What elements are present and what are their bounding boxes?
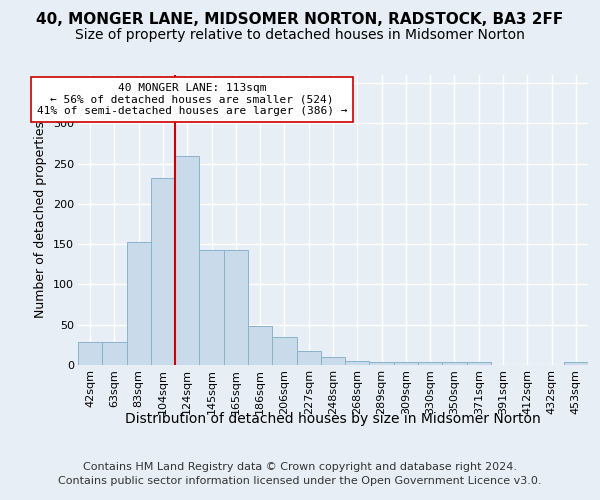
Bar xyxy=(418,362,442,365)
Bar xyxy=(321,357,345,365)
Text: 40, MONGER LANE, MIDSOMER NORTON, RADSTOCK, BA3 2FF: 40, MONGER LANE, MIDSOMER NORTON, RADSTO… xyxy=(37,12,563,28)
Bar xyxy=(248,326,272,365)
Text: Size of property relative to detached houses in Midsomer Norton: Size of property relative to detached ho… xyxy=(75,28,525,42)
Bar xyxy=(467,362,491,365)
Bar xyxy=(370,362,394,365)
Bar xyxy=(151,178,175,365)
Bar xyxy=(224,250,248,365)
Bar xyxy=(78,342,102,365)
Text: Contains public sector information licensed under the Open Government Licence v3: Contains public sector information licen… xyxy=(58,476,542,486)
Text: Contains HM Land Registry data © Crown copyright and database right 2024.: Contains HM Land Registry data © Crown c… xyxy=(83,462,517,472)
Bar xyxy=(127,242,151,365)
Bar xyxy=(199,250,224,365)
Bar xyxy=(272,337,296,365)
Bar xyxy=(564,362,588,365)
Bar xyxy=(394,362,418,365)
Bar xyxy=(102,342,127,365)
Bar xyxy=(442,362,467,365)
Bar xyxy=(345,361,370,365)
Y-axis label: Number of detached properties: Number of detached properties xyxy=(34,122,47,318)
Bar xyxy=(175,156,199,365)
Bar xyxy=(296,352,321,365)
Text: 40 MONGER LANE: 113sqm
← 56% of detached houses are smaller (524)
41% of semi-de: 40 MONGER LANE: 113sqm ← 56% of detached… xyxy=(37,83,347,116)
Text: Distribution of detached houses by size in Midsomer Norton: Distribution of detached houses by size … xyxy=(125,412,541,426)
